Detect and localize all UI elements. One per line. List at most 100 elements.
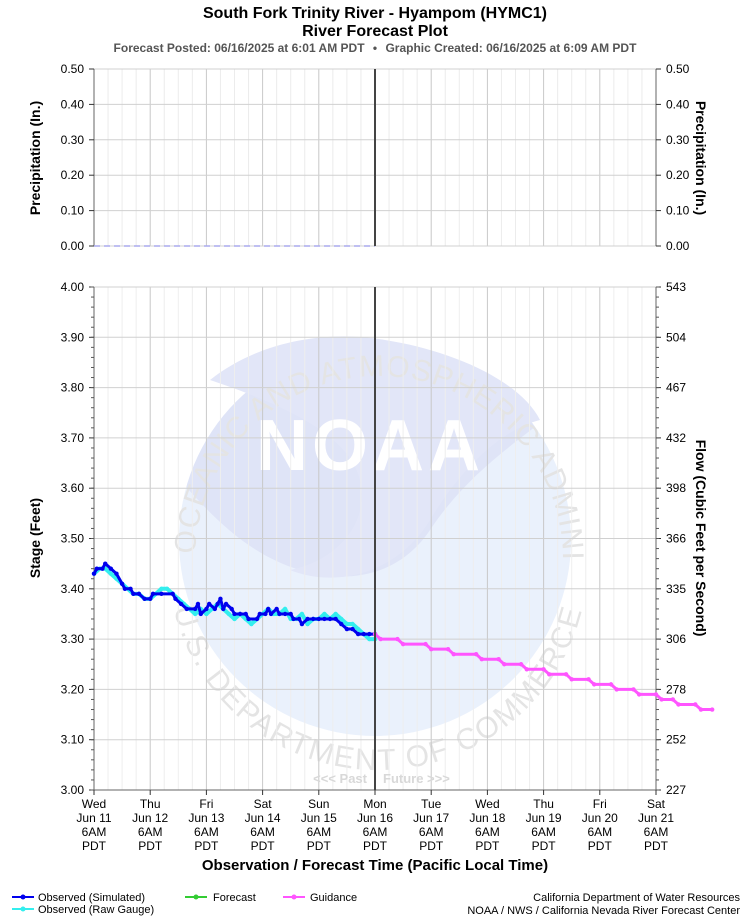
series-point-guidance — [631, 687, 636, 692]
x-tick-date: Jun 18 — [469, 811, 505, 825]
series-point-observed_simulated — [361, 631, 366, 637]
x-tick-tz: PDT — [194, 839, 219, 853]
series-point-observed_simulated — [142, 596, 147, 602]
x-tick-date: Jun 16 — [357, 811, 393, 825]
series-point-observed_raw — [367, 636, 372, 642]
series-point-observed_simulated — [257, 611, 262, 617]
x-tick-day: Sat — [254, 797, 273, 811]
legend-forecast-marker — [193, 894, 199, 900]
series-point-observed_simulated — [150, 591, 156, 597]
x-tick-time: 6AM — [250, 825, 275, 839]
precip-ylabel-right: Precipitation (In.) — [693, 101, 709, 215]
credit-cnrfc: NOAA / NWS / California Nevada River For… — [467, 905, 740, 917]
x-tick-date: Jun 20 — [582, 811, 618, 825]
series-point-observed_simulated — [268, 611, 274, 617]
x-tick-date: Jun 14 — [245, 811, 281, 825]
chart-title: South Fork Trinity River - Hyampom (HYMC… — [203, 5, 547, 22]
x-tick-day: Wed — [475, 797, 499, 811]
x-tick-time: 6AM — [587, 825, 612, 839]
series-point-guidance — [586, 677, 591, 682]
series-point-observed_raw — [226, 611, 232, 617]
legend-observed-simulated-label: Observed (Simulated) — [38, 892, 145, 904]
series-point-observed_raw — [164, 586, 170, 591]
series-point-observed_simulated — [94, 566, 100, 571]
series-point-guidance — [653, 692, 659, 697]
x-tick-time: 6AM — [644, 825, 669, 839]
series-point-guidance — [473, 651, 479, 657]
x-tick-day: Tue — [421, 797, 442, 811]
series-point-observed_simulated — [100, 566, 105, 571]
series-point-observed_simulated — [223, 601, 229, 607]
series-observed_simulated — [91, 561, 378, 637]
series-point-observed_simulated — [229, 606, 234, 612]
precip-tick-label-left: 0.20 — [61, 168, 85, 182]
series-point-observed_simulated — [291, 616, 296, 622]
series-point-observed_simulated — [339, 621, 344, 627]
precip-tick-label-right: 0.10 — [666, 204, 690, 218]
series-point-guidance — [451, 651, 456, 657]
stage-y-ticks-left: 3.00 3.10 3.20 3.30 3.40 3.50 3.60 3.70 3.80 3.90… — [61, 280, 94, 797]
series-point-guidance — [591, 682, 597, 687]
forecast-posted: Forecast Posted: 06/16/2025 at 6:01 AM P… — [114, 41, 366, 55]
series-point-observed_simulated — [103, 561, 108, 566]
series-point-guidance — [563, 672, 569, 677]
x-tick-time: 6AM — [475, 825, 500, 839]
series-point-observed_simulated — [173, 596, 178, 602]
series-point-guidance — [496, 657, 501, 662]
series-point-observed_simulated — [299, 621, 305, 627]
series-point-observed_simulated — [344, 626, 350, 632]
series-point-guidance — [524, 667, 529, 672]
series-point-observed_simulated — [310, 616, 316, 622]
series-point-observed_simulated — [322, 616, 327, 622]
stage-ylabel-left: Stage (Feet) — [27, 498, 43, 578]
stage-tick-label-left: 3.70 — [61, 431, 85, 445]
posted-info: Forecast Posted: 06/16/2025 at 6:01 AM P… — [114, 41, 638, 55]
precip-y-ticks-left: 0.00 0.10 0.20 0.30 0.40 0.50 — [61, 62, 94, 253]
series-point-guidance — [608, 682, 614, 687]
series-point-observed_simulated — [367, 631, 372, 637]
stage-tick-label-left: 4.00 — [61, 280, 85, 294]
x-tick-date: Jun 19 — [526, 811, 562, 825]
precip-tick-label-left: 0.40 — [61, 97, 85, 111]
x-tick-date: Jun 17 — [413, 811, 449, 825]
series-point-guidance — [698, 707, 704, 712]
series-point-observed_simulated — [119, 581, 125, 586]
series-point-observed_simulated — [159, 591, 164, 597]
x-tick-tz: PDT — [475, 839, 500, 853]
series-point-guidance — [614, 687, 619, 692]
series-point-observed_simulated — [263, 611, 268, 617]
precip-tick-label-left: 0.30 — [61, 133, 85, 147]
series-point-observed_simulated — [296, 616, 302, 622]
stage-tick-label-left: 3.30 — [61, 632, 85, 646]
x-tick-date: Jun 12 — [132, 811, 168, 825]
series-point-observed_simulated — [136, 591, 142, 597]
flow-tick-label-right: 543 — [666, 280, 686, 294]
series-point-observed_raw — [204, 611, 209, 617]
series-point-observed_simulated — [327, 616, 333, 622]
x-tick-time: 6AM — [194, 825, 219, 839]
series-point-observed_raw — [355, 626, 361, 632]
stage-tick-label-left: 3.60 — [61, 481, 85, 495]
precipitation-panel: 0.00 0.10 0.20 0.30 0.40 0.50 0.00 0.10 0.20 0.3… — [27, 62, 709, 253]
series-point-guidance — [569, 677, 574, 682]
past-label: <<< Past — [313, 771, 368, 786]
legend-observed-raw-label: Observed (Raw Gauge) — [38, 904, 154, 916]
header-separator: • — [373, 41, 377, 55]
stage-tick-label-left: 3.40 — [61, 582, 85, 596]
flow-y-ticks-right: 227 252 278 306 335 366 398 432 467 504 543 — [656, 280, 686, 797]
x-tick-tz: PDT — [532, 839, 557, 853]
x-tick-day: Thu — [140, 797, 161, 811]
graphic-created: Graphic Created: 06/16/2025 at 6:09 AM P… — [385, 41, 637, 55]
x-tick-tz: PDT — [307, 839, 332, 853]
series-point-guidance — [693, 702, 698, 707]
stage-tick-label-left: 3.50 — [61, 532, 85, 546]
series-point-observed_simulated — [218, 596, 223, 602]
x-tick-day: Fri — [593, 797, 607, 811]
series-point-guidance — [518, 662, 524, 667]
series-point-observed_simulated — [246, 616, 251, 622]
series-point-observed_simulated — [243, 611, 248, 617]
precip-ylabel-left: Precipitation (In.) — [27, 101, 43, 215]
series-point-observed_simulated — [232, 611, 237, 617]
series-point-guidance — [400, 641, 406, 647]
